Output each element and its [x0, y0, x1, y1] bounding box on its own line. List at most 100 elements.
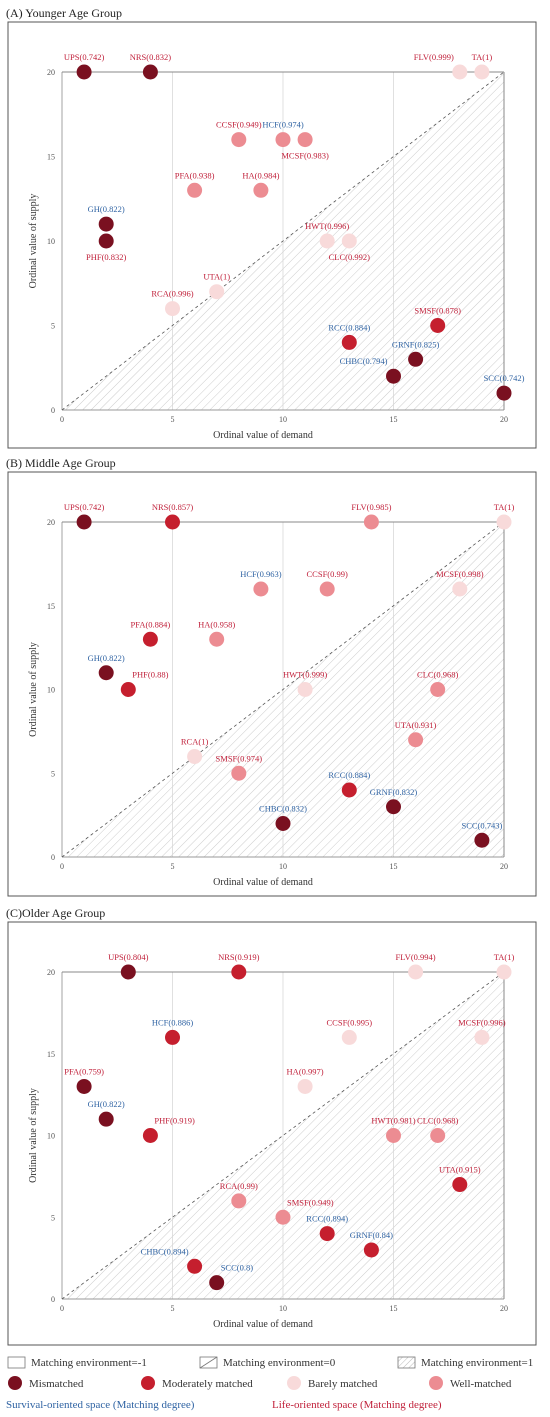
data-point [165, 1029, 180, 1045]
data-point [120, 964, 136, 980]
x-axis-label: Ordinal value of demand [213, 430, 313, 441]
data-point [474, 1029, 490, 1045]
data-point [319, 1226, 335, 1242]
legend-swatch-env-none [7, 1356, 26, 1369]
data-label: UTA(0.915) [439, 1165, 481, 1175]
data-label: CHBC(0.894) [141, 1246, 189, 1256]
data-label: SMSF(0.974) [216, 753, 263, 763]
legend-label-mismatched: Mismatched [29, 1378, 84, 1390]
data-label: NRS(0.832) [130, 52, 171, 62]
y-tick-label: 20 [47, 68, 55, 77]
x-tick-label: 10 [279, 415, 287, 424]
legend-dot-moderately [141, 1376, 155, 1390]
data-point [363, 1242, 379, 1258]
data-label: HCF(0.974) [262, 120, 303, 130]
data-label: PFA(0.938) [175, 170, 215, 180]
data-label: TA(1) [494, 502, 515, 512]
data-point [231, 964, 247, 980]
data-point [187, 182, 203, 198]
data-point [474, 832, 490, 848]
data-point [98, 216, 114, 232]
data-point [496, 385, 512, 401]
legend-label-survival-space: Survival-oriented space (Matching degree… [6, 1399, 195, 1411]
data-label: CCSF(0.99) [307, 569, 348, 579]
data-label: GH(0.822) [88, 1099, 125, 1109]
data-label: RCA(1) [181, 737, 209, 747]
x-tick-label: 5 [171, 862, 175, 871]
data-point [496, 964, 512, 980]
y-tick-label: 15 [47, 602, 55, 611]
data-label: HCF(0.963) [240, 569, 281, 579]
data-label: FLV(0.999) [414, 52, 454, 62]
data-point [231, 132, 247, 148]
data-label: TA(1) [494, 952, 515, 962]
data-label: RCC(0.884) [328, 770, 370, 780]
data-label: GH(0.822) [88, 204, 125, 214]
data-label: GRNF(0.832) [370, 787, 418, 797]
data-point [341, 782, 357, 798]
data-point [452, 1177, 468, 1193]
panel-title: (A) Younger Age Group [6, 6, 122, 20]
data-label: PFA(0.884) [131, 619, 171, 629]
y-axis-label: Ordinal value of supply [28, 642, 39, 737]
data-point [297, 132, 313, 148]
data-point [275, 816, 291, 831]
data-point [98, 1111, 114, 1127]
x-tick-label: 5 [171, 1304, 175, 1313]
legend-swatch-env-one [397, 1356, 416, 1369]
data-point [430, 318, 446, 333]
data-point [76, 64, 92, 80]
x-axis-label: Ordinal value of demand [213, 877, 313, 888]
data-label: CCSF(0.949) [216, 120, 262, 130]
data-label: HWT(0.999) [283, 670, 327, 680]
data-label: CLC(0.968) [417, 1116, 458, 1126]
data-label: GRNF(0.825) [392, 339, 440, 349]
data-point [386, 368, 401, 384]
y-tick-label: 15 [47, 153, 55, 162]
data-label: HCF(0.886) [152, 1017, 193, 1027]
data-label: SMSF(0.878) [414, 306, 461, 316]
data-label: SMSF(0.949) [287, 1197, 334, 1207]
data-label: SCC(0.743) [461, 820, 502, 830]
data-point [363, 514, 379, 530]
legend-label-env-one: Matching environment=1 [421, 1357, 533, 1369]
data-point [231, 1193, 247, 1209]
data-label: SCC(0.8) [221, 1263, 254, 1273]
legend: Matching environment=-1 Matching environ… [6, 1356, 533, 1411]
panel-title: (C)Older Age Group [6, 906, 105, 920]
legend-label-life-space: Life-oriented space (Matching degree) [272, 1399, 442, 1411]
data-point [253, 581, 269, 597]
x-tick-label: 5 [171, 415, 175, 424]
x-tick-label: 10 [279, 862, 287, 871]
y-axis-label: Ordinal value of supply [28, 194, 39, 289]
x-axis-label: Ordinal value of demand [213, 1319, 313, 1330]
data-label: FLV(0.985) [351, 502, 391, 512]
legend-dot-barely [287, 1376, 301, 1390]
data-label: GRNF(0.84) [350, 1230, 393, 1240]
data-point [98, 233, 114, 249]
legend-dot-well [429, 1376, 443, 1390]
data-label: CHBC(0.832) [259, 804, 307, 814]
data-point [142, 64, 158, 80]
diagonal-line [61, 71, 505, 411]
data-point [187, 1258, 203, 1274]
x-tick-label: 20 [500, 415, 508, 424]
legend-label-env-none: Matching environment=-1 [31, 1357, 147, 1369]
data-point [386, 799, 401, 815]
data-point [408, 732, 424, 748]
data-label: HA(0.997) [287, 1066, 324, 1076]
data-point [275, 1209, 291, 1225]
x-tick-label: 15 [390, 862, 398, 871]
x-tick-label: 0 [60, 415, 64, 424]
y-tick-label: 15 [47, 1050, 55, 1059]
data-label: SCC(0.742) [484, 373, 525, 383]
panel-frame [7, 921, 537, 1346]
diagonal-line [61, 521, 505, 858]
data-point [297, 1078, 313, 1094]
data-point [120, 682, 136, 697]
data-point [253, 182, 269, 198]
data-point [297, 682, 313, 697]
y-tick-label: 5 [51, 769, 55, 778]
panel-frame [7, 21, 537, 449]
